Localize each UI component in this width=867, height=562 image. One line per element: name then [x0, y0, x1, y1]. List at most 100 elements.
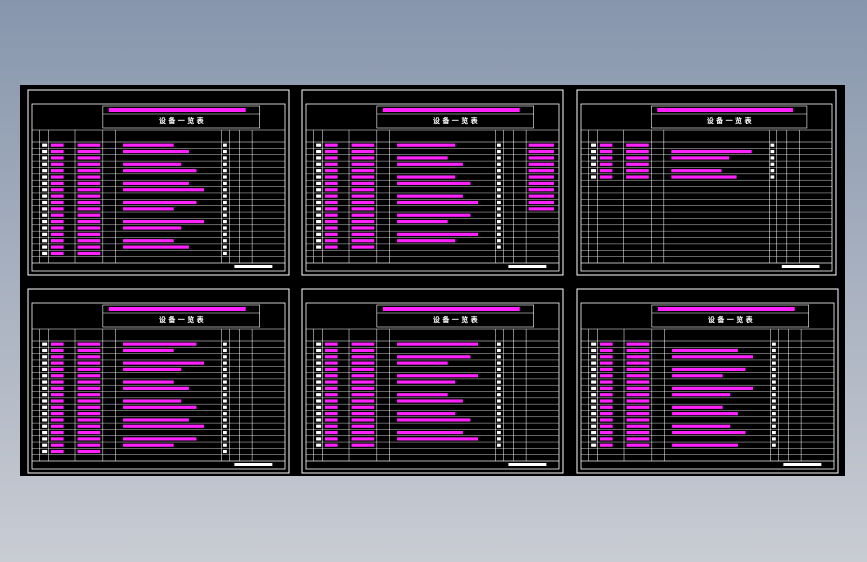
sheet-title: 设 备 一 览 表: [433, 315, 479, 324]
row-number: [316, 232, 322, 236]
row-number: [42, 449, 48, 454]
item-qty: [772, 412, 776, 416]
row-number: [316, 220, 322, 224]
item-name: [626, 348, 650, 353]
item-spec: [672, 412, 738, 416]
row-number: [316, 200, 322, 205]
title-block: [102, 105, 260, 129]
item-code: [324, 245, 338, 249]
item-code: [50, 226, 64, 230]
item-qty: [223, 181, 227, 185]
item-name: [77, 418, 101, 422]
item-qty: [497, 169, 501, 173]
item-code: [324, 181, 338, 185]
item-name: [351, 418, 375, 422]
item-code: [324, 418, 338, 422]
item-code: [599, 424, 613, 428]
row-number: [42, 156, 48, 160]
item-code: [324, 431, 338, 435]
item-name: [351, 239, 375, 243]
item-spec: [123, 207, 174, 211]
item-code: [324, 443, 338, 447]
item-code: [599, 342, 613, 346]
row-number: [42, 424, 48, 428]
item-name: [351, 355, 375, 359]
item-qty: [770, 156, 775, 160]
item-qty: [497, 175, 501, 179]
item-qty: [223, 386, 227, 390]
item-spec: [397, 143, 456, 147]
item-qty: [497, 374, 501, 378]
item-qty: [223, 437, 227, 441]
item-code: [50, 431, 64, 435]
item-name: [626, 399, 650, 403]
row-number: [591, 443, 597, 447]
item-name: [351, 175, 375, 179]
item-spec: [397, 412, 456, 416]
sheet-border: [576, 288, 839, 474]
row-number: [42, 143, 48, 147]
item-code: [50, 207, 64, 211]
item-qty: [223, 149, 227, 154]
row-number: [42, 361, 48, 365]
item-name: [351, 380, 375, 384]
item-remark: [528, 143, 554, 147]
row-number: [316, 181, 322, 185]
item-spec: [123, 361, 205, 365]
item-qty: [497, 386, 501, 390]
row-number: [316, 169, 322, 173]
item-spec: [397, 418, 471, 422]
item-spec: [397, 156, 448, 160]
item-name: [77, 207, 101, 211]
row-number: [316, 374, 322, 378]
row-number: [591, 424, 597, 428]
item-qty: [223, 361, 227, 365]
title-block: [376, 304, 534, 328]
row-number: [42, 207, 48, 211]
row-number: [42, 200, 48, 205]
item-qty: [772, 431, 776, 435]
item-name: [351, 424, 375, 428]
item-spec: [671, 149, 752, 154]
item-name: [351, 405, 375, 409]
item-qty: [772, 443, 776, 447]
sheet-frame: [31, 103, 286, 272]
item-spec: [123, 399, 182, 403]
item-spec: [672, 367, 746, 371]
item-qty: [223, 355, 227, 359]
item-name: [626, 156, 649, 160]
row-number: [42, 355, 48, 359]
item-code: [50, 342, 64, 346]
item-code: [324, 213, 338, 217]
item-qty: [772, 361, 776, 365]
item-name: [77, 386, 101, 390]
item-code: [324, 437, 338, 441]
item-name: [351, 169, 375, 173]
row-number: [42, 418, 48, 422]
item-name: [351, 412, 375, 416]
item-name: [626, 393, 650, 397]
row-number: [42, 431, 48, 435]
row-number: [316, 342, 322, 346]
item-code: [599, 348, 613, 353]
footer-text: [781, 265, 820, 268]
item-name: [77, 424, 101, 428]
item-name: [351, 200, 375, 205]
item-code: [50, 443, 64, 447]
item-name: [77, 361, 101, 365]
item-code: [324, 380, 338, 384]
item-qty: [770, 175, 775, 179]
item-name: [626, 149, 649, 154]
item-name: [77, 143, 101, 147]
item-qty: [497, 239, 501, 243]
item-name: [77, 437, 101, 441]
item-qty: [223, 143, 227, 147]
sheet-title: 设 备 一 览 表: [708, 315, 754, 324]
item-code: [324, 207, 338, 211]
item-code: [599, 162, 613, 166]
item-name: [626, 412, 650, 416]
item-spec: [397, 194, 463, 198]
row-number: [591, 412, 597, 416]
row-number: [591, 418, 597, 422]
